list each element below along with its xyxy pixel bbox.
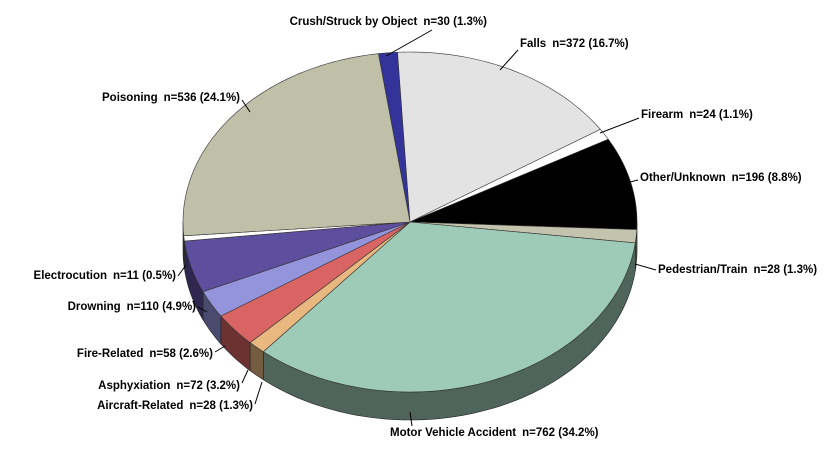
slice-value: n=58 (2.6%): [149, 348, 213, 360]
slice-label: Motor Vehicle Accident n=762 (34.2%): [390, 427, 599, 439]
slice-value: n=28 (1.3%): [189, 400, 253, 412]
slice-label: Crush/Struck by Object n=30 (1.3%): [290, 16, 488, 28]
leader-line: [241, 99, 251, 113]
labels: Crush/Struck by Object n=30 (1.3%) Falls n=…: [34, 16, 818, 439]
slice-name: Aircraft-Related: [97, 400, 183, 412]
slice-label: Pedestrian/Train n=28 (1.3%): [658, 264, 817, 276]
slice-label: Aircraft-Related n=28 (1.3%): [97, 400, 253, 412]
leader-line: [241, 369, 249, 384]
leader-line: [634, 263, 657, 271]
slice-value: n=11 (0.5%): [113, 270, 176, 282]
slice-name: Pedestrian/Train: [658, 264, 747, 276]
slice-name: Electrocution: [34, 270, 107, 282]
slice-value: n=110 (4.9%): [127, 301, 197, 313]
leader-line: [385, 29, 433, 57]
leader-line: [177, 264, 187, 277]
leader-line: [599, 117, 640, 134]
slice-label: Poisoning n=536 (24.1%): [102, 92, 240, 104]
slice-name: Motor Vehicle Accident: [390, 427, 516, 439]
slice-value: n=762 (34.2%): [522, 427, 599, 439]
leader-line: [254, 381, 263, 405]
pie-slice: [397, 51, 601, 223]
leader-line: [409, 411, 413, 427]
slice-label: Falls n=372 (16.7%): [520, 38, 629, 50]
pie-slice: [220, 221, 411, 344]
slice-name: Drowning: [68, 301, 121, 313]
leader-line: [197, 306, 208, 313]
slice-name: Fire-Related: [77, 348, 143, 360]
leader-line: [629, 179, 639, 183]
leader-line: [499, 49, 519, 71]
slice-label: Electrocution n=11 (0.5%): [34, 270, 177, 282]
slice-label: Firearm n=24 (1.1%): [641, 109, 753, 121]
slice-value: n=196 (8.8%): [732, 172, 802, 184]
pie-slice: [184, 221, 411, 293]
slice-name: Other/Unknown: [640, 172, 726, 184]
pie-tops: [182, 51, 638, 393]
slice-label: Fire-Related n=58 (2.6%): [77, 348, 213, 360]
slice-value: n=24 (1.1%): [689, 109, 753, 121]
slice-value: n=28 (1.3%): [753, 264, 817, 276]
slice-value: n=536 (24.1%): [164, 92, 241, 104]
pie-slice: [182, 53, 411, 237]
slice-label: Drowning n=110 (4.9%): [68, 301, 197, 313]
slice-value: n=30 (1.3%): [423, 16, 487, 28]
leader-line: [214, 345, 226, 353]
pie-slice: [409, 138, 638, 230]
pie-slice: [262, 221, 636, 393]
slice-name: Asphyxiation: [98, 380, 170, 392]
slice-name: Crush/Struck by Object: [290, 16, 418, 28]
slice-name: Poisoning: [102, 92, 158, 104]
slice-name: Falls: [520, 38, 546, 50]
pie-slice: [202, 221, 411, 317]
slice-label: Asphyxiation n=72 (3.2%): [98, 380, 240, 392]
slice-value: n=372 (16.7%): [552, 38, 629, 50]
slice-name: Firearm: [641, 109, 683, 121]
slice-label: Other/Unknown n=196 (8.8%): [640, 172, 802, 184]
slice-value: n=72 (3.2%): [176, 380, 240, 392]
